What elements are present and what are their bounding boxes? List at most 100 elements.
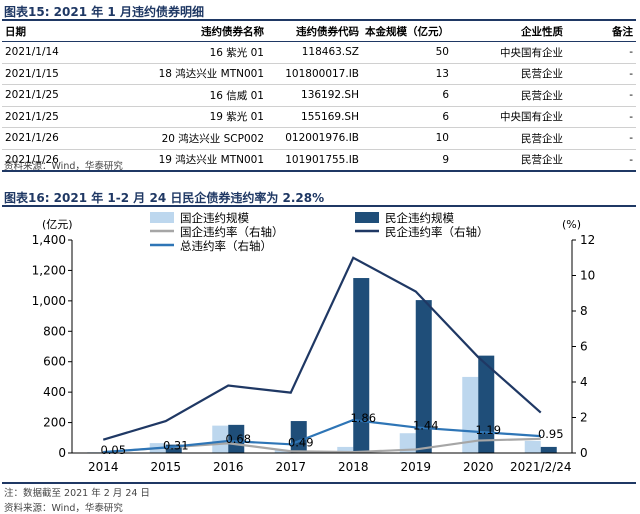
left-tick-label: 1,400 [32,233,66,247]
col-header-bond-code: 违约债券代码 [267,21,362,42]
cell-bond-name: 16 信威 01 [72,84,267,107]
fig15-title-rule [2,19,636,21]
x-tick-label: 2019 [400,460,431,474]
total-rate-data-label: 1.44 [413,418,439,432]
legend-label-pe_rate: 民企违约率（右轴） [385,225,489,239]
pe_bar-bar [478,355,495,453]
pe_bar-bar [540,446,557,453]
legend-label-soe_rate: 国企违约率（右轴） [180,225,284,239]
pe_bar-bar [165,444,182,453]
cell-date: 2021/1/14 [2,41,72,64]
cell-remark: - [577,127,636,150]
right-tick-label: 12 [580,233,595,247]
pe_bar-bar [353,278,370,453]
table-row: 2021/1/14 16 紫光 01 118463.SZ 50 中央国有企业 - [2,41,636,64]
total-rate-data-label: 0.68 [225,432,251,446]
soe_bar-bar [274,449,291,453]
legend-swatch-soe_bar [150,212,174,223]
col-header-remark: 备注 [577,21,636,42]
default-bond-table: 日期 违约债券名称 违约债券代码 本金规模（亿元） 企业性质 备注 2021/1… [2,21,636,172]
total-rate-data-label: 1.86 [350,411,376,425]
x-tick-label: 2015 [150,460,181,474]
x-tick-label: 2020 [463,460,494,474]
x-tick-label: 2014 [88,460,119,474]
table-row: 2021/1/26 20 鸿达兴业 SCP002 012001976.IB 10 民营企… [2,127,636,150]
cell-bond-code: 136192.SH [267,84,362,107]
soe_bar-bar [212,425,229,453]
legend-swatch-pe_bar [355,212,379,223]
x-tick-label: 2017 [275,460,306,474]
cell-enterprise-type: 中央国有企业 [452,41,577,64]
left-axis-unit: (亿元) [42,218,73,231]
table-row: 2021/1/26 19 鸿达兴业 MTN001 101901755.IB 9 民营企业… [2,149,636,172]
total-rate-data-label: 1.19 [475,423,501,437]
cell-principal: 50 [362,41,452,64]
cell-bond-code: 101800017.IB [267,63,362,85]
total-rate-data-label: 0.95 [538,427,564,441]
left-tick-label: 0 [58,446,66,460]
soe_bar-bar [524,440,541,453]
legend-label-pe_bar: 民企违约规模 [385,211,454,225]
pe_bar-bar [290,421,307,453]
default-rate-chart: 0 200 400 600 800 1,000 1,200 1,400 0 2 4 6 8 10 12 (亿元… [32,211,596,474]
right-tick-label: 2 [580,411,588,425]
pe_bar-bar [228,424,245,453]
cell-enterprise-type: 民营企业 [452,149,577,172]
cell-bond-code: 118463.SZ [267,41,362,64]
cell-bond-code: 101901755.IB [267,149,362,172]
cell-remark: - [577,41,636,64]
cell-remark: - [577,106,636,128]
total-rate-data-label: 0.49 [288,435,314,449]
left-tick-label: 800 [43,324,66,338]
table-row: 2021/1/15 18 鸿达兴业 MTN001 101800017.IB 13 民营企… [2,63,636,85]
cell-date: 2021/1/25 [2,106,72,128]
left-tick-label: 200 [43,416,66,430]
fig15-title: 图表15: 2021 年 1 月违约债券明细 [4,5,204,19]
soe_bar-bar [462,376,479,453]
pe_bar-bar [415,300,432,453]
fig15-source: 资料来源：Wind，华泰研究 [4,161,123,172]
legend-label-soe_bar: 国企违约规模 [180,211,249,225]
cell-bond-name: 19 鸿达兴业 MTN001 [72,149,267,172]
cell-remark: - [577,149,636,172]
cell-bond-code: 155169.SH [267,106,362,128]
col-header-bond-name: 违约债券名称 [72,21,267,42]
left-tick-label: 1,200 [32,263,66,277]
left-tick-label: 400 [43,385,66,399]
cell-bond-name: 20 鸿达兴业 SCP002 [72,127,267,150]
cell-principal: 10 [362,127,452,150]
x-tick-label: 2018 [338,460,369,474]
cell-bond-code: 012001976.IB [267,127,362,150]
fig16-bottom-rule [2,482,636,484]
right-tick-label: 0 [580,446,588,460]
col-header-date: 日期 [2,21,72,42]
cell-date: 2021/1/26 [2,127,72,150]
cell-bond-name: 16 紫光 01 [72,41,267,64]
table-header-row: 日期 违约债券名称 违约债券代码 本金规模（亿元） 企业性质 备注 [2,21,636,42]
cell-enterprise-type: 民营企业 [452,84,577,107]
cell-enterprise-type: 民营企业 [452,127,577,150]
cell-date: 2021/1/26 [2,149,72,172]
fig16-title-rule [2,205,636,207]
total-rate-data-label: 0.05 [100,443,126,457]
fig16-note: 注：数据截至 2021 年 2 月 24 日 [4,488,150,499]
cell-principal: 13 [362,63,452,85]
legend-label-total_rate: 总违约率（右轴） [180,239,272,253]
cell-date: 2021/1/15 [2,63,72,85]
pe_rate-line [102,256,542,441]
cell-enterprise-type: 民营企业 [452,63,577,85]
cell-bond-name: 19 紫光 01 [72,106,267,128]
cell-principal: 6 [362,106,452,128]
cell-principal: 9 [362,149,452,172]
fig16-title: 图表16: 2021 年 1-2 月 24 日民企债券违约率为 2.28% [4,191,325,205]
right-tick-label: 8 [580,304,588,318]
cell-date: 2021/1/25 [2,84,72,107]
right-axis-unit: (%) [562,218,581,231]
right-tick-label: 6 [580,340,588,354]
left-tick-label: 600 [43,355,66,369]
table-row: 2021/1/25 16 信威 01 136192.SH 6 民营企业 - [2,84,636,107]
left-tick-label: 1,000 [32,294,66,308]
table-row: 2021/1/25 19 紫光 01 155169.SH 6 中央国有企业 - [2,106,636,128]
right-tick-label: 10 [580,269,595,283]
total_rate-line [103,418,541,454]
